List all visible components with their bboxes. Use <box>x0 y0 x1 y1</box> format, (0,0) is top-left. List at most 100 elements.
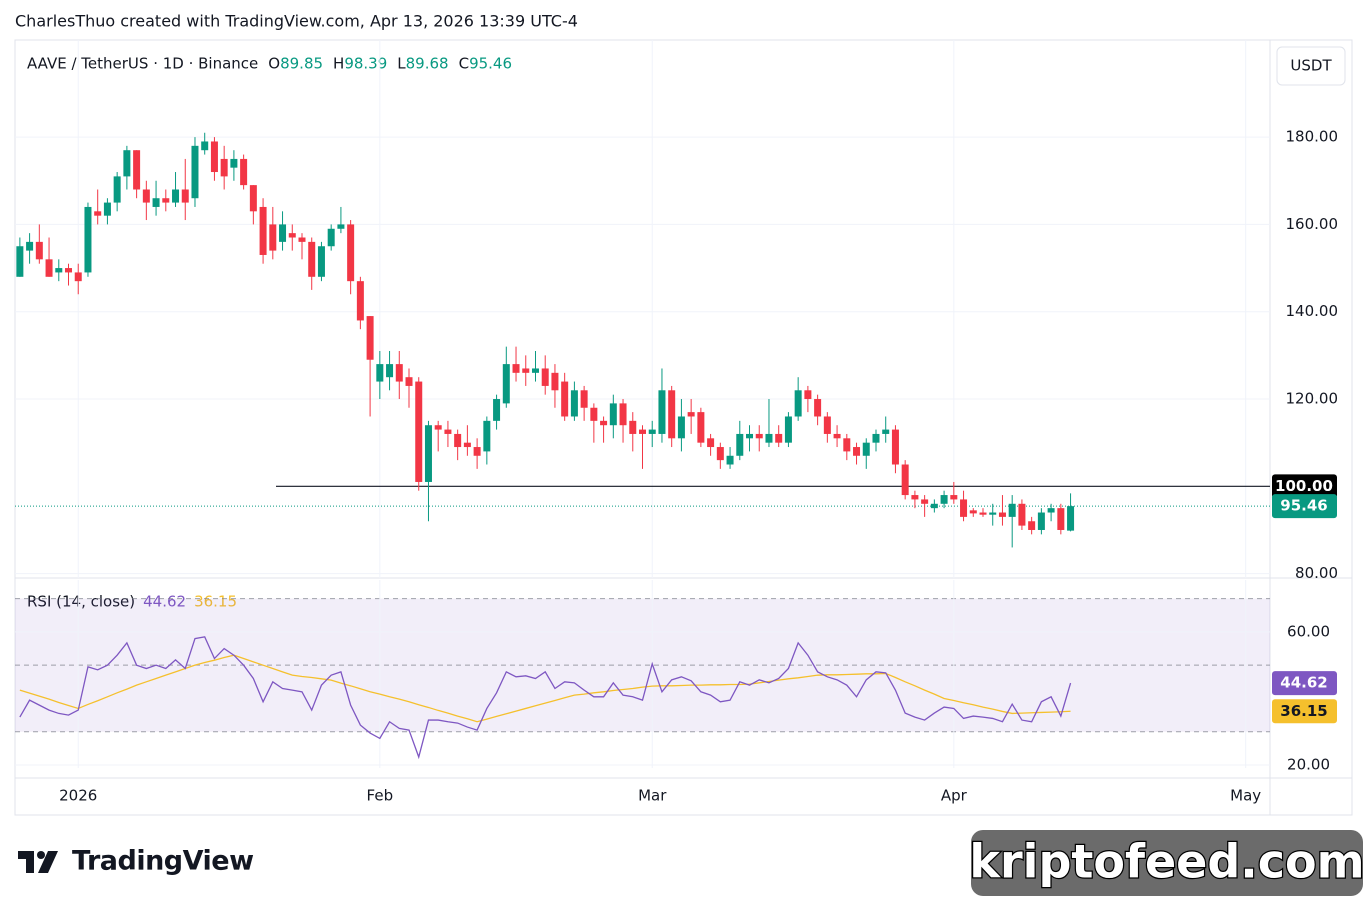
candle-body <box>843 438 851 452</box>
candle-body <box>356 281 364 321</box>
symbol-title: AAVE / TetherUS · 1D · Binance <box>27 55 258 73</box>
rsi-tick-label: 20.00 <box>1287 756 1330 774</box>
candle-body <box>736 433 744 456</box>
candle-body <box>911 495 919 500</box>
candle-body <box>230 158 238 168</box>
candle-body <box>746 433 754 439</box>
watermark-box <box>971 830 1363 896</box>
candle-body <box>415 381 423 482</box>
rsi-legend-ma: 36.15 <box>194 593 237 611</box>
candle-body <box>979 512 987 515</box>
currency[interactable]: USDT <box>1290 57 1332 75</box>
candle-body <box>240 158 248 186</box>
hline-label: 100.00 <box>1275 477 1333 495</box>
candle-body <box>531 368 539 373</box>
candle-body <box>376 364 384 382</box>
candle-body <box>522 368 530 373</box>
ohlc-letter: O <box>268 55 280 73</box>
ohlc-letter: H <box>333 55 344 73</box>
candle-body <box>512 364 520 373</box>
candle-body <box>823 416 831 434</box>
candle-body <box>298 237 306 242</box>
logo-icon <box>38 851 58 873</box>
header: CharlesThuo created with TradingView.com… <box>15 12 578 31</box>
candle-body <box>337 224 345 229</box>
candle-body <box>570 390 578 417</box>
candle-body <box>891 429 899 465</box>
rsi-legend-value: 44.62 <box>143 593 186 611</box>
candle-body <box>386 364 394 378</box>
candle-body <box>648 429 656 434</box>
candle-body <box>1037 512 1045 530</box>
rsi-ma-label-box <box>1272 699 1337 724</box>
candle-body <box>561 381 569 417</box>
ohlc-letter: C <box>459 55 469 73</box>
candle-body <box>35 241 43 260</box>
x-tick-label: May <box>1230 787 1261 805</box>
candle-body <box>347 224 355 282</box>
candle-body <box>103 202 111 216</box>
candle-body <box>162 198 170 203</box>
candle-body <box>804 390 812 400</box>
candle-body <box>794 390 802 417</box>
candle-body <box>16 246 24 277</box>
candle-body <box>950 495 958 500</box>
candle-body <box>590 407 598 421</box>
legend: AAVE / TetherUS · 1D · Binance O 89.85 H 98.… <box>27 55 512 611</box>
candle-body <box>969 510 977 514</box>
x-tick-label: Feb <box>367 787 394 805</box>
ohlc-value: 89.68 <box>406 55 449 73</box>
candle-body <box>677 416 685 439</box>
candle-body <box>113 176 121 203</box>
candle-body <box>609 403 617 426</box>
y-tick-label: 160.00 <box>1286 215 1339 233</box>
candle-body <box>765 433 773 443</box>
candle-body <box>26 241 34 251</box>
candle-body <box>55 268 63 273</box>
ohlc-value: 98.39 <box>344 55 387 73</box>
candle-body <box>152 198 160 207</box>
candle-body <box>687 412 695 417</box>
candle-body <box>395 364 403 382</box>
hline-label-box <box>1272 474 1337 499</box>
candle-body <box>84 206 92 273</box>
candle-body <box>853 447 861 456</box>
candle-body <box>862 442 870 456</box>
candle-body <box>172 189 180 203</box>
candle-body <box>366 316 374 360</box>
candle-body <box>833 433 841 439</box>
rsi-title: RSI (14, close) <box>27 593 135 611</box>
candle-body <box>668 390 676 439</box>
rsi-tick-label: 60.00 <box>1287 622 1330 640</box>
candle-body <box>775 433 783 443</box>
x-tick-label: Apr <box>941 787 968 805</box>
candle-body <box>716 447 724 461</box>
candle-body <box>493 399 501 421</box>
candle-body <box>872 433 880 443</box>
currency-button[interactable] <box>1276 46 1346 86</box>
watermark: kriptofeed.com <box>969 835 1364 889</box>
candle-body <box>327 228 335 247</box>
candle-body <box>580 390 588 408</box>
y-tick-label: 180.00 <box>1286 128 1339 146</box>
candle-body <box>658 390 666 434</box>
candle-body <box>269 224 277 251</box>
candle-body <box>989 512 997 515</box>
candle-body <box>998 512 1006 517</box>
candle-body <box>930 503 938 509</box>
candle-body <box>726 455 734 465</box>
ohlc-letter: L <box>397 55 406 73</box>
candle-body <box>123 150 131 177</box>
candle-body <box>424 425 432 482</box>
candle-body <box>619 403 627 426</box>
rsi-ma-line <box>19 654 1071 723</box>
candle-body <box>755 433 763 439</box>
candle-body <box>814 399 822 417</box>
candle-body <box>784 416 792 443</box>
candle-body <box>317 246 325 277</box>
y-tick-label: 120.00 <box>1286 390 1339 408</box>
candle-body <box>191 145 199 199</box>
ohlc-value: 89.85 <box>280 55 323 73</box>
